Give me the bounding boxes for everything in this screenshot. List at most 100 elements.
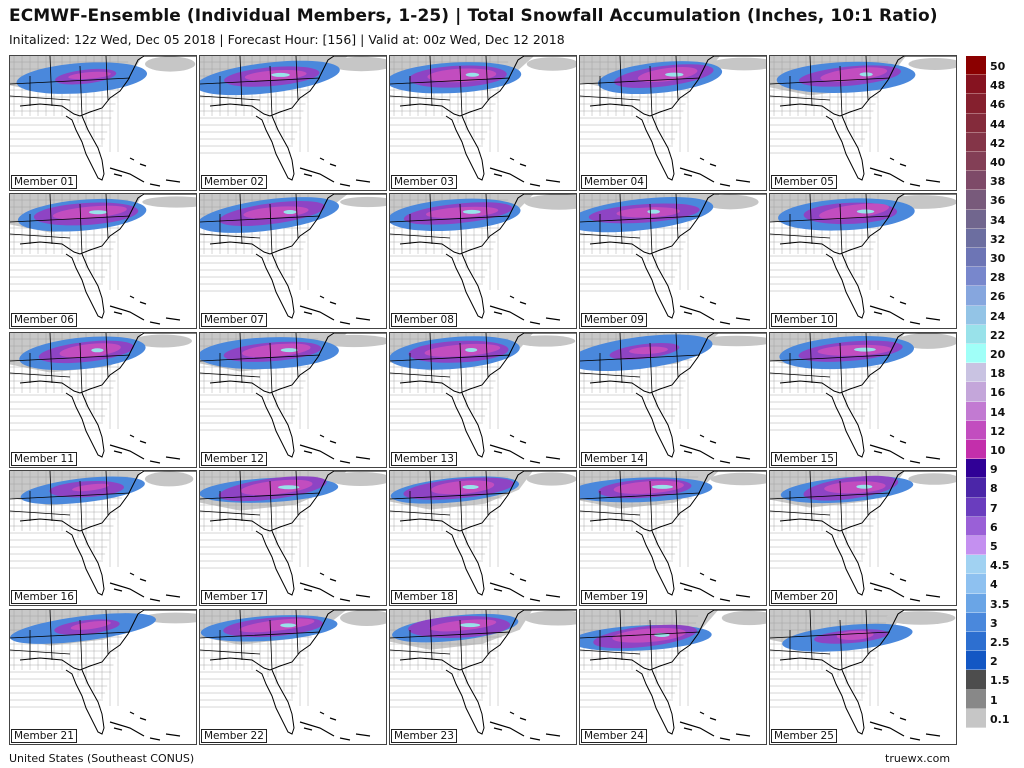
legend-swatch (966, 440, 986, 460)
snowfall-map (390, 333, 576, 464)
max-snow-shade (856, 209, 875, 214)
max-snow-shade (91, 348, 104, 353)
legend-value: 1.5 (990, 674, 1010, 688)
legend-swatch (966, 228, 986, 248)
legend-value: 3 (990, 616, 998, 630)
member-panel: Member 24 (579, 609, 767, 745)
snowfall-map (390, 471, 576, 602)
state-borders (200, 333, 321, 394)
legend-swatch (966, 574, 986, 594)
legend-item: 42 (966, 132, 1020, 152)
state-borders (10, 56, 131, 117)
peak-snow-shade (820, 67, 888, 82)
legend-value: 5 (990, 540, 998, 553)
legend-item: 12 (966, 420, 1020, 440)
legend-swatch (966, 689, 986, 709)
member-panel: Member 21 (9, 609, 197, 745)
legend-swatch (966, 248, 986, 268)
legend-item: 5 (966, 536, 1020, 556)
member-label: Member 23 (391, 729, 457, 743)
coastline (779, 471, 956, 596)
snowfall-map (10, 333, 196, 464)
offshore-snow-shade (133, 334, 192, 348)
max-snow-shade (859, 72, 873, 77)
legend-value: 1 (990, 693, 998, 707)
legend-swatch (966, 286, 986, 306)
snowfall-map (200, 56, 386, 187)
offshore-snow-shade (515, 335, 576, 347)
legend-value: 48 (990, 79, 1006, 93)
caribbean-islands (679, 434, 751, 464)
legend-item: 46 (966, 94, 1020, 114)
max-snow-shade (462, 209, 481, 214)
caribbean-islands (109, 711, 181, 741)
state-borders (10, 610, 131, 671)
legend-swatch (966, 56, 986, 76)
state-borders (10, 194, 131, 255)
legend-value: 34 (990, 213, 1006, 227)
member-label: Member 19 (581, 590, 647, 604)
snowfall-map (10, 610, 196, 741)
snowfall-map (10, 471, 196, 602)
caribbean-islands (679, 711, 751, 741)
legend-value: 40 (990, 156, 1006, 169)
legend-value: 20 (990, 348, 1006, 361)
snowfall-map (200, 194, 386, 325)
legend-value: 46 (990, 98, 1006, 112)
member-label: Member 12 (201, 452, 267, 466)
legend-swatch (966, 190, 986, 210)
coastline (209, 333, 386, 458)
legend-swatch (966, 632, 986, 652)
legend-item: 32 (966, 228, 1020, 248)
legend-value: 10 (990, 444, 1006, 457)
member-panel: Member 08 (389, 193, 577, 329)
legend-item: 3.5 (966, 593, 1020, 613)
legend-swatch (966, 132, 986, 152)
max-snow-shade (277, 485, 300, 490)
member-label: Member 20 (771, 590, 837, 604)
legend-swatch (966, 612, 986, 632)
peak-snow-shade (427, 68, 497, 83)
legend-item: 18 (966, 363, 1020, 383)
legend-value: 7 (990, 501, 998, 515)
offshore-snow-shade (144, 471, 194, 487)
member-panel: Member 16 (9, 470, 197, 606)
legend-item: 3 (966, 612, 1020, 632)
coastline (399, 194, 576, 319)
offshore-snow-shade (699, 335, 766, 347)
legend-value: 28 (990, 271, 1006, 285)
snowfall-map (770, 56, 956, 187)
coastline (399, 610, 576, 735)
site-credit: truewx.com (885, 752, 951, 765)
offshore-snow-shade (526, 472, 576, 486)
coastline (779, 56, 956, 181)
legend-item: 8 (966, 478, 1020, 498)
caribbean-islands (299, 711, 371, 741)
coastline (399, 471, 576, 596)
legend-item: 22 (966, 324, 1020, 344)
legend-swatch (966, 516, 986, 536)
member-panel: Member 07 (199, 193, 387, 329)
legend-swatch (966, 670, 986, 690)
state-borders (200, 194, 321, 255)
snowfall-map (10, 194, 196, 325)
snowfall-map (770, 194, 956, 325)
legend-value: 4.5 (990, 559, 1010, 573)
max-snow-shade (271, 72, 290, 77)
peak-snow-shade (68, 71, 111, 80)
member-panel: Member 04 (579, 55, 767, 191)
caribbean-islands (299, 572, 371, 602)
member-panel: Member 18 (389, 470, 577, 606)
caribbean-islands (679, 295, 751, 325)
legend-item: 34 (966, 209, 1020, 229)
snowfall-map (200, 610, 386, 741)
legend-value: 44 (990, 117, 1006, 131)
member-label: Member 03 (391, 175, 457, 189)
member-label: Member 16 (11, 590, 77, 604)
caribbean-islands (489, 157, 561, 187)
peak-snow-shade (240, 479, 313, 496)
peak-snow-shade (613, 480, 684, 494)
member-label: Member 04 (581, 175, 647, 189)
member-panel: Member 20 (769, 470, 957, 606)
member-label: Member 01 (11, 175, 77, 189)
